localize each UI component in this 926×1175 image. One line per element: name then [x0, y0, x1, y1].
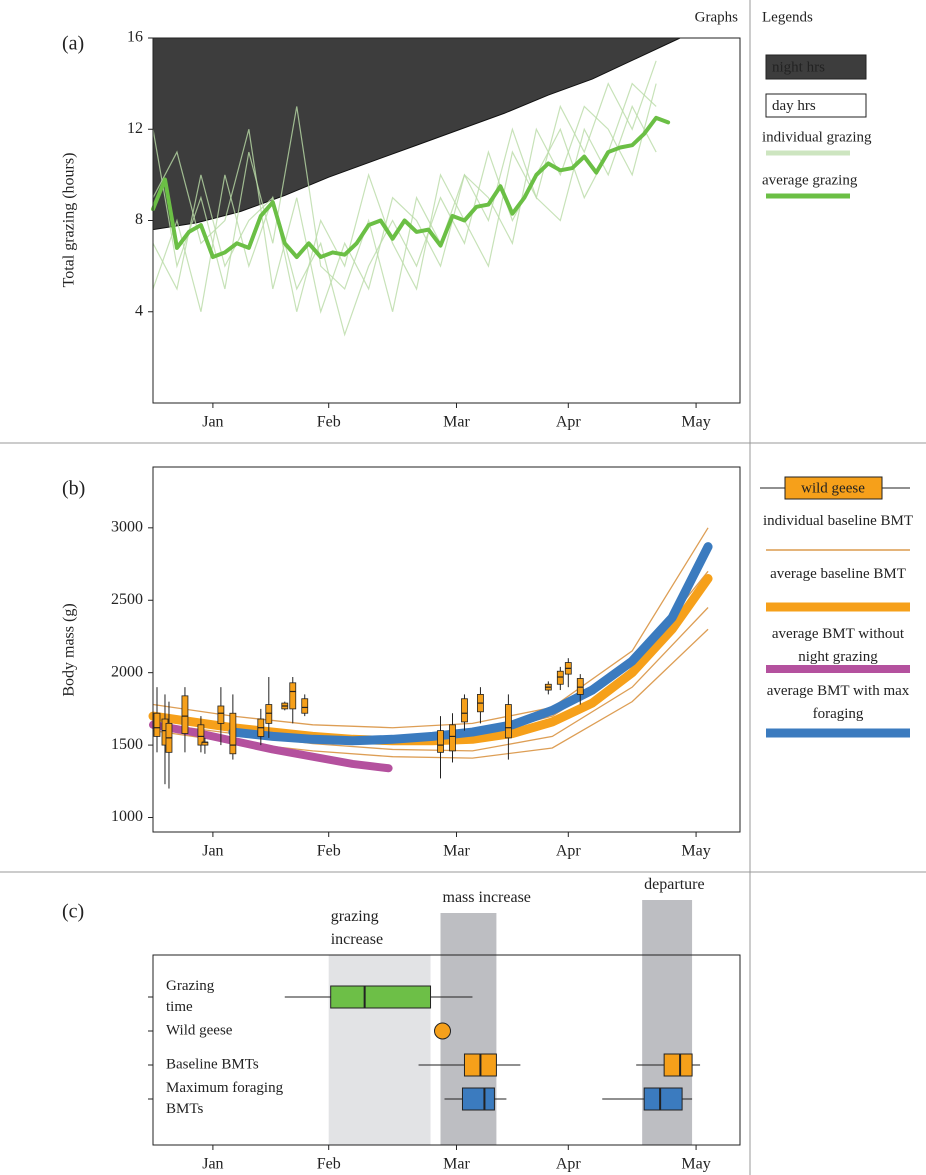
x-tick-label: May	[681, 414, 710, 431]
graphs-header: Graphs	[695, 9, 738, 25]
legends-header: Legends	[762, 9, 813, 25]
y-tick-label: 1500	[111, 736, 143, 753]
average-line	[228, 542, 713, 746]
x-tick-label: Jan	[202, 1156, 223, 1173]
legend-label: individual baseline BMT	[763, 513, 913, 529]
box	[265, 704, 273, 724]
y-tick-label: 2500	[111, 591, 143, 608]
legend-label: average BMT with max foraging	[766, 683, 910, 722]
x-tick-label: Mar	[443, 1156, 470, 1173]
box	[330, 985, 432, 1009]
box	[461, 698, 468, 723]
legend-label: day hrs	[772, 98, 816, 114]
box	[643, 1087, 683, 1111]
box	[301, 698, 309, 714]
y-tick-label: 16	[127, 29, 143, 46]
box	[449, 724, 456, 752]
box	[437, 730, 444, 753]
average-line	[149, 720, 393, 773]
band-label: mass increase	[442, 889, 531, 906]
x-tick-label: Mar	[443, 843, 470, 860]
y-axis-title: Body mass (g)	[61, 603, 78, 696]
box	[576, 678, 584, 695]
band-label: grazing increase	[330, 908, 384, 948]
legend-label: individual grazing	[762, 129, 872, 145]
point	[434, 1022, 452, 1040]
x-tick-label: Apr	[556, 414, 582, 431]
panel-label: (b)	[62, 478, 85, 500]
x-tick-label: Feb	[317, 843, 341, 860]
panel-label: (a)	[62, 33, 84, 55]
x-tick-label: Jan	[202, 414, 223, 431]
row-label: Baseline BMTs	[166, 1056, 259, 1073]
plot-frame	[152, 954, 741, 1146]
period-band	[328, 955, 431, 1145]
box	[153, 712, 161, 737]
y-axis-title: Total grazing (hours)	[61, 153, 78, 288]
average-line	[151, 115, 671, 259]
y-tick-label: 4	[135, 302, 143, 319]
y-tick-label: 1000	[111, 808, 143, 825]
y-tick-label: 3000	[111, 519, 143, 536]
x-tick-label: Apr	[556, 1156, 582, 1173]
legend-label: average baseline BMT	[770, 566, 906, 582]
box	[289, 682, 297, 710]
legend-label: average grazing	[762, 172, 858, 188]
legend-label: wild geese	[801, 480, 865, 496]
box	[229, 712, 237, 755]
x-tick-label: Mar	[443, 414, 470, 431]
legend-swatch	[765, 93, 867, 118]
band-label: departure	[644, 876, 705, 893]
individual-line	[152, 527, 709, 729]
individual-line	[152, 83, 657, 314]
box	[217, 705, 225, 724]
y-tick-label: 12	[127, 120, 143, 137]
panel-label: (c)	[62, 901, 84, 923]
x-tick-label: Feb	[317, 1156, 341, 1173]
x-tick-label: May	[681, 1156, 710, 1173]
plot-frame	[152, 466, 741, 833]
legend-label: average BMT without night grazing	[771, 626, 905, 665]
box	[556, 670, 564, 685]
night-area	[152, 37, 681, 231]
box	[461, 1087, 495, 1111]
x-tick-label: Apr	[556, 843, 582, 860]
y-tick-label: 2000	[111, 663, 143, 680]
x-tick-label: Feb	[317, 414, 341, 431]
box	[504, 704, 512, 739]
box	[197, 724, 205, 746]
x-tick-label: Jan	[202, 843, 223, 860]
row-label: Grazing time	[166, 978, 215, 1015]
row-label: Wild geese	[166, 1022, 233, 1039]
y-tick-label: 8	[135, 211, 143, 228]
box	[181, 695, 189, 734]
box	[663, 1053, 693, 1077]
legend-swatch	[765, 54, 867, 80]
legend-box	[784, 476, 883, 500]
individual-line	[152, 82, 657, 337]
plot-frame	[152, 37, 741, 404]
row-label: Maximum foraging BMTs	[166, 1080, 284, 1117]
legend-label: night hrs	[772, 59, 825, 75]
x-tick-label: May	[681, 843, 710, 860]
